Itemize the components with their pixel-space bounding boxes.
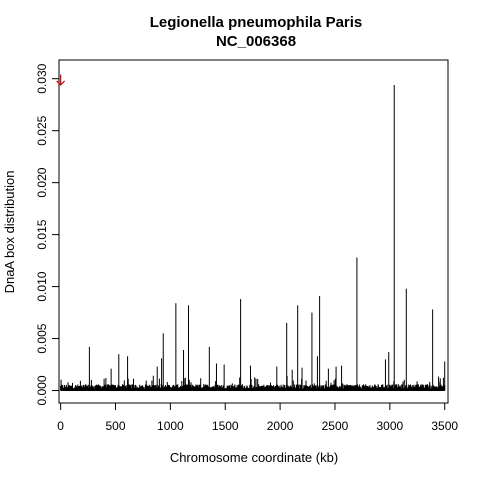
x-tick-label-3500: 3500: [431, 419, 458, 433]
x-tick-label-2000: 2000: [267, 419, 294, 433]
bars-layer: [60, 84, 446, 392]
x-tick-label-0: 0: [57, 419, 64, 433]
x-axis-label: Chromosome coordinate (kb): [170, 450, 338, 465]
y-tick-label-2: 0.010: [35, 271, 49, 301]
y-tick-label-1: 0.005: [35, 323, 49, 353]
x-tick-label-500: 500: [105, 419, 125, 433]
y-tick-label-0: 0.000: [35, 375, 49, 405]
y-tick-label-4: 0.020: [35, 167, 49, 197]
x-axis: 0 500 1000 1500 2000 2500 3000 3500: [57, 403, 458, 433]
y-tick-label-3: 0.015: [35, 219, 49, 249]
y-tick-label-5: 0.025: [35, 115, 49, 145]
chart-subtitle: NC_006368: [216, 33, 296, 50]
y-tick-label-6: 0.030: [35, 63, 49, 93]
annotation-layer: [56, 74, 66, 86]
y-axis: 0.000 0.005 0.010 0.015 0.020 0.025 0.030: [35, 63, 59, 406]
x-tick-label-3000: 3000: [376, 419, 403, 433]
x-tick-label-2500: 2500: [322, 419, 349, 433]
chart-title: Legionella pneumophila Paris: [150, 14, 363, 31]
y-axis-label: DnaA box distribution: [2, 171, 17, 294]
plot-frame: [58, 59, 449, 404]
x-tick-label-1500: 1500: [212, 419, 239, 433]
origin-arrow-icon: [56, 80, 66, 86]
baseline-signal: [60, 375, 446, 391]
x-tick-label-1000: 1000: [157, 419, 184, 433]
